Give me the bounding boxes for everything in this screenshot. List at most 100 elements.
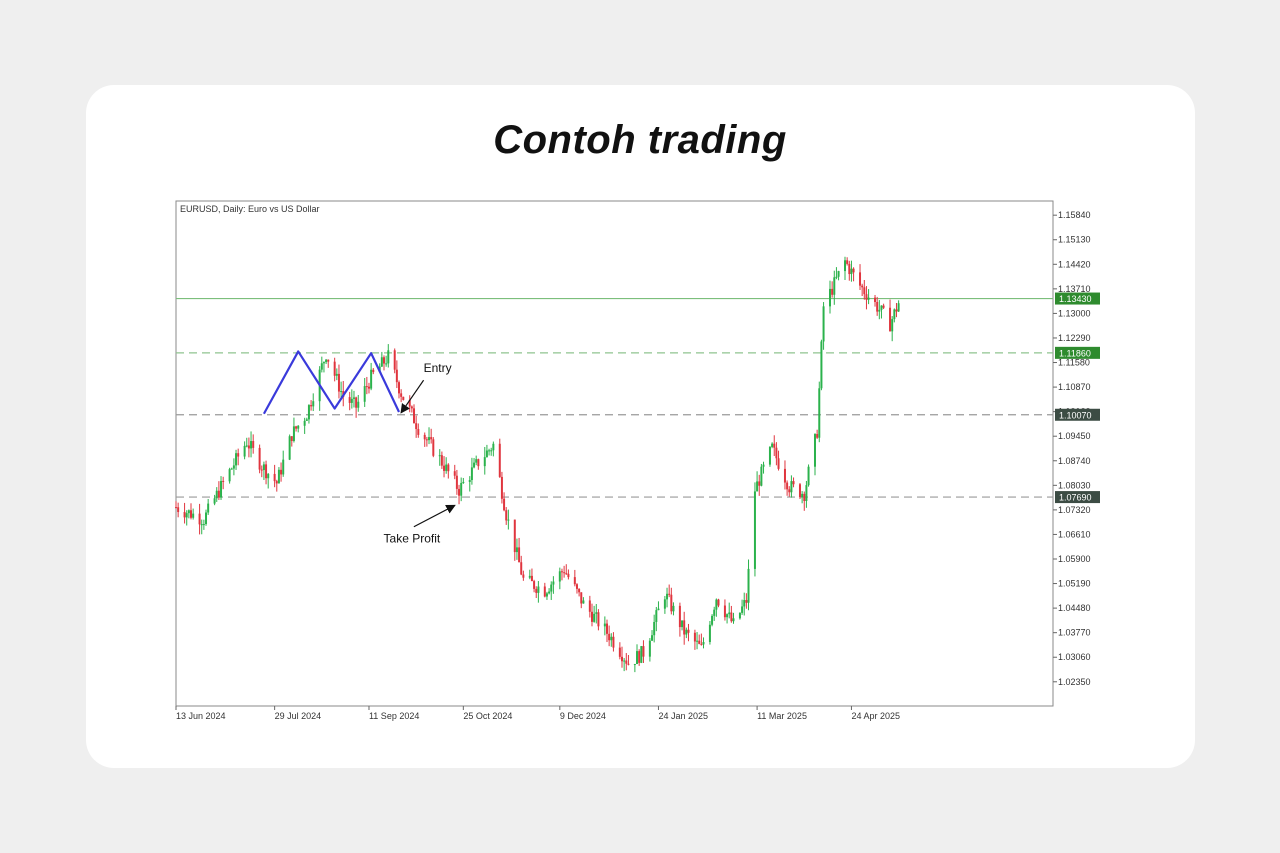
candle-up	[363, 377, 366, 407]
candle-up	[387, 344, 390, 368]
candle-down	[217, 481, 220, 500]
candle-down	[775, 442, 778, 466]
candle-down	[365, 376, 368, 395]
candle-up	[370, 362, 373, 391]
candle-up	[640, 645, 643, 664]
candle-down	[295, 425, 298, 432]
candle-up	[305, 417, 308, 421]
candle-down	[678, 602, 681, 637]
y-tick-label: 1.15130	[1058, 235, 1091, 245]
candle-down	[573, 569, 576, 587]
price-tag-label: 1.13430	[1059, 294, 1092, 304]
candle-up	[747, 559, 750, 611]
candle-up	[303, 417, 306, 434]
candle-down	[846, 257, 849, 266]
y-tick-label: 1.13710	[1058, 284, 1091, 294]
candle-up	[760, 463, 763, 487]
candle-down	[683, 611, 686, 645]
candle-down	[443, 456, 446, 478]
candle-down	[513, 519, 516, 561]
candle-down	[543, 582, 546, 598]
candle-up	[711, 614, 714, 627]
candle-up	[728, 602, 731, 619]
candle-down	[668, 584, 671, 598]
candle-down	[783, 460, 786, 490]
candle-up	[428, 427, 431, 445]
price-tag	[1055, 408, 1100, 421]
candle-up	[245, 437, 248, 448]
y-tick-label: 1.05900	[1058, 554, 1091, 564]
candle-up	[805, 480, 808, 508]
candle-down	[415, 415, 418, 438]
candle-up	[610, 633, 613, 647]
candle-down	[563, 565, 566, 578]
candle-down	[337, 364, 340, 399]
candle-down	[698, 634, 701, 645]
annotation-arrow	[400, 379, 425, 414]
candle-down	[861, 283, 864, 297]
candle-down	[882, 303, 885, 310]
candle-up	[545, 591, 548, 600]
candle-up	[833, 270, 836, 305]
candle-down	[258, 444, 261, 474]
candle-up	[867, 289, 870, 305]
y-tick-label: 1.14420	[1058, 259, 1091, 269]
y-tick-label: 1.13000	[1058, 308, 1091, 318]
price-tag	[1055, 346, 1100, 359]
candle-down	[453, 464, 456, 480]
x-tick-label: 9 Dec 2024	[560, 711, 606, 721]
candle-down	[876, 296, 879, 316]
candle-up	[702, 637, 705, 649]
candle-down	[859, 264, 862, 291]
candle-down	[498, 438, 501, 478]
candle-up	[653, 614, 656, 643]
candle-up	[715, 598, 718, 617]
candle-down	[455, 469, 458, 495]
y-tick-label: 1.03060	[1058, 652, 1091, 662]
candle-up	[738, 612, 741, 620]
candle-up	[651, 630, 654, 641]
candle-down	[252, 434, 255, 454]
candle-up	[672, 602, 675, 616]
candle-up	[483, 446, 486, 475]
candle-up	[743, 592, 746, 616]
candle-up	[460, 477, 463, 502]
candle-up	[741, 599, 744, 615]
x-tick-label: 13 Jun 2024	[176, 711, 226, 721]
candle-down	[440, 451, 443, 469]
candle-down	[625, 653, 628, 671]
candle-up	[822, 302, 825, 350]
candle-up	[350, 389, 353, 409]
candle-down	[693, 629, 696, 650]
candle-up	[603, 616, 606, 636]
candle-up	[232, 458, 235, 476]
candle-down	[590, 603, 593, 627]
plot-area	[175, 200, 1054, 707]
candle-up	[633, 663, 636, 673]
candle-down	[222, 476, 225, 490]
candle-up	[288, 434, 291, 461]
candle-down	[533, 579, 536, 593]
candle-up	[666, 587, 669, 608]
candle-down	[798, 483, 801, 500]
candle-down	[803, 491, 806, 511]
candle-down	[700, 633, 703, 646]
candle-down	[413, 404, 416, 424]
candle-down	[863, 279, 866, 300]
candle-up	[235, 449, 238, 470]
y-tick-label: 1.08740	[1058, 456, 1091, 466]
candle-down	[567, 569, 570, 580]
candle-down	[273, 464, 276, 488]
candle-down	[530, 568, 533, 582]
candle-down	[372, 368, 375, 375]
candle-up	[756, 471, 759, 492]
candle-down	[788, 486, 791, 497]
candle-up	[663, 595, 666, 614]
candle-up	[267, 473, 270, 489]
x-tick-label: 25 Oct 2024	[463, 711, 512, 721]
candle-down	[333, 357, 336, 382]
x-tick-label: 24 Apr 2025	[851, 711, 900, 721]
candle-up	[320, 356, 323, 373]
price-tag-label: 1.07690	[1059, 493, 1092, 503]
candle-down	[621, 646, 624, 668]
